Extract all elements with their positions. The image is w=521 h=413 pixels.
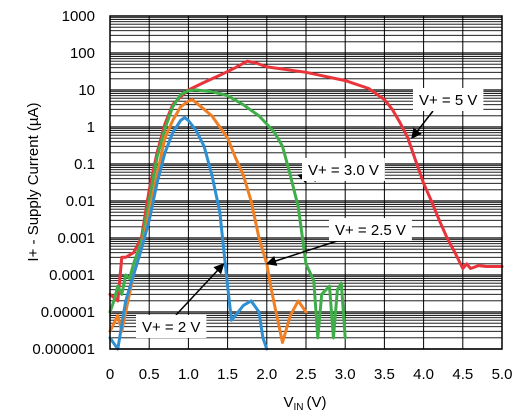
x-tick-label: 0 [106,366,114,383]
y-tick-label: 0.01 [66,193,95,210]
x-tick-label: 4.0 [413,366,434,383]
y-tick-label: 1 [87,119,95,136]
x-tick-label: 4.5 [452,366,473,383]
annotation-arrow [265,240,338,266]
annotation-box [329,218,412,241]
series-line-v-2-v [108,116,269,351]
x-axis-title-main: V [283,394,293,411]
x-tick-label: 0.5 [139,366,160,383]
y-tick-label: 0.001 [57,230,95,247]
y-tick-label: 100 [70,45,95,62]
x-axis-title-sub: IN [294,402,304,413]
annotation-label: V+ = 5 V [419,92,477,109]
x-axis-title-unit: (V) [307,394,327,411]
x-tick-label: 1.0 [178,366,199,383]
series-line-v-5-v [108,59,504,303]
annotation-label: V+ = 2.5 V [335,222,406,239]
annotation-box [136,315,207,338]
series-line-v-3-0-v [108,88,347,340]
y-tick-label: 0.00001 [41,304,95,321]
grid [109,16,503,350]
x-tick-label: 2.0 [256,366,277,383]
x-tick-label: 3.5 [374,366,395,383]
y-tick-label: 0.0001 [49,267,95,284]
plot-frame [109,15,503,350]
x-tick-labels: 0 0.5 1.0 1.5 2.0 2.5 3.0 3.5 4.0 4.5 5.0 [106,366,513,383]
y-tick-labels: 0.000001 0.00001 0.0001 0.001 0.01 0.1 1 10 100 1… [32,8,95,358]
annotation-arrow [411,110,434,139]
y-tick-label: 0.1 [74,156,95,173]
y-axis-title: I+ - Supply Current (µA) [25,102,42,261]
annotation-box [302,158,385,181]
y-tick-label: 1000 [62,8,95,25]
x-tick-label: 2.5 [296,366,317,383]
annotation-box [413,88,484,111]
x-tick-label: 3.0 [335,366,356,383]
y-tick-label: 10 [78,82,95,99]
x-axis-title: VIN (V) [283,394,326,413]
annotation-label: V+ = 3.0 V [308,162,379,179]
series-group [108,59,504,351]
annotations: V+ = 5 V V+ = 3.0 V V+ = 2.5 V V+ = 2 V [136,88,484,338]
x-tick-label: 5.0 [492,366,513,383]
x-tick-label: 1.5 [217,366,238,383]
annotation-label: V+ = 2 V [142,319,200,336]
annotation-arrow [175,263,225,316]
y-tick-label: 0.000001 [32,341,95,358]
